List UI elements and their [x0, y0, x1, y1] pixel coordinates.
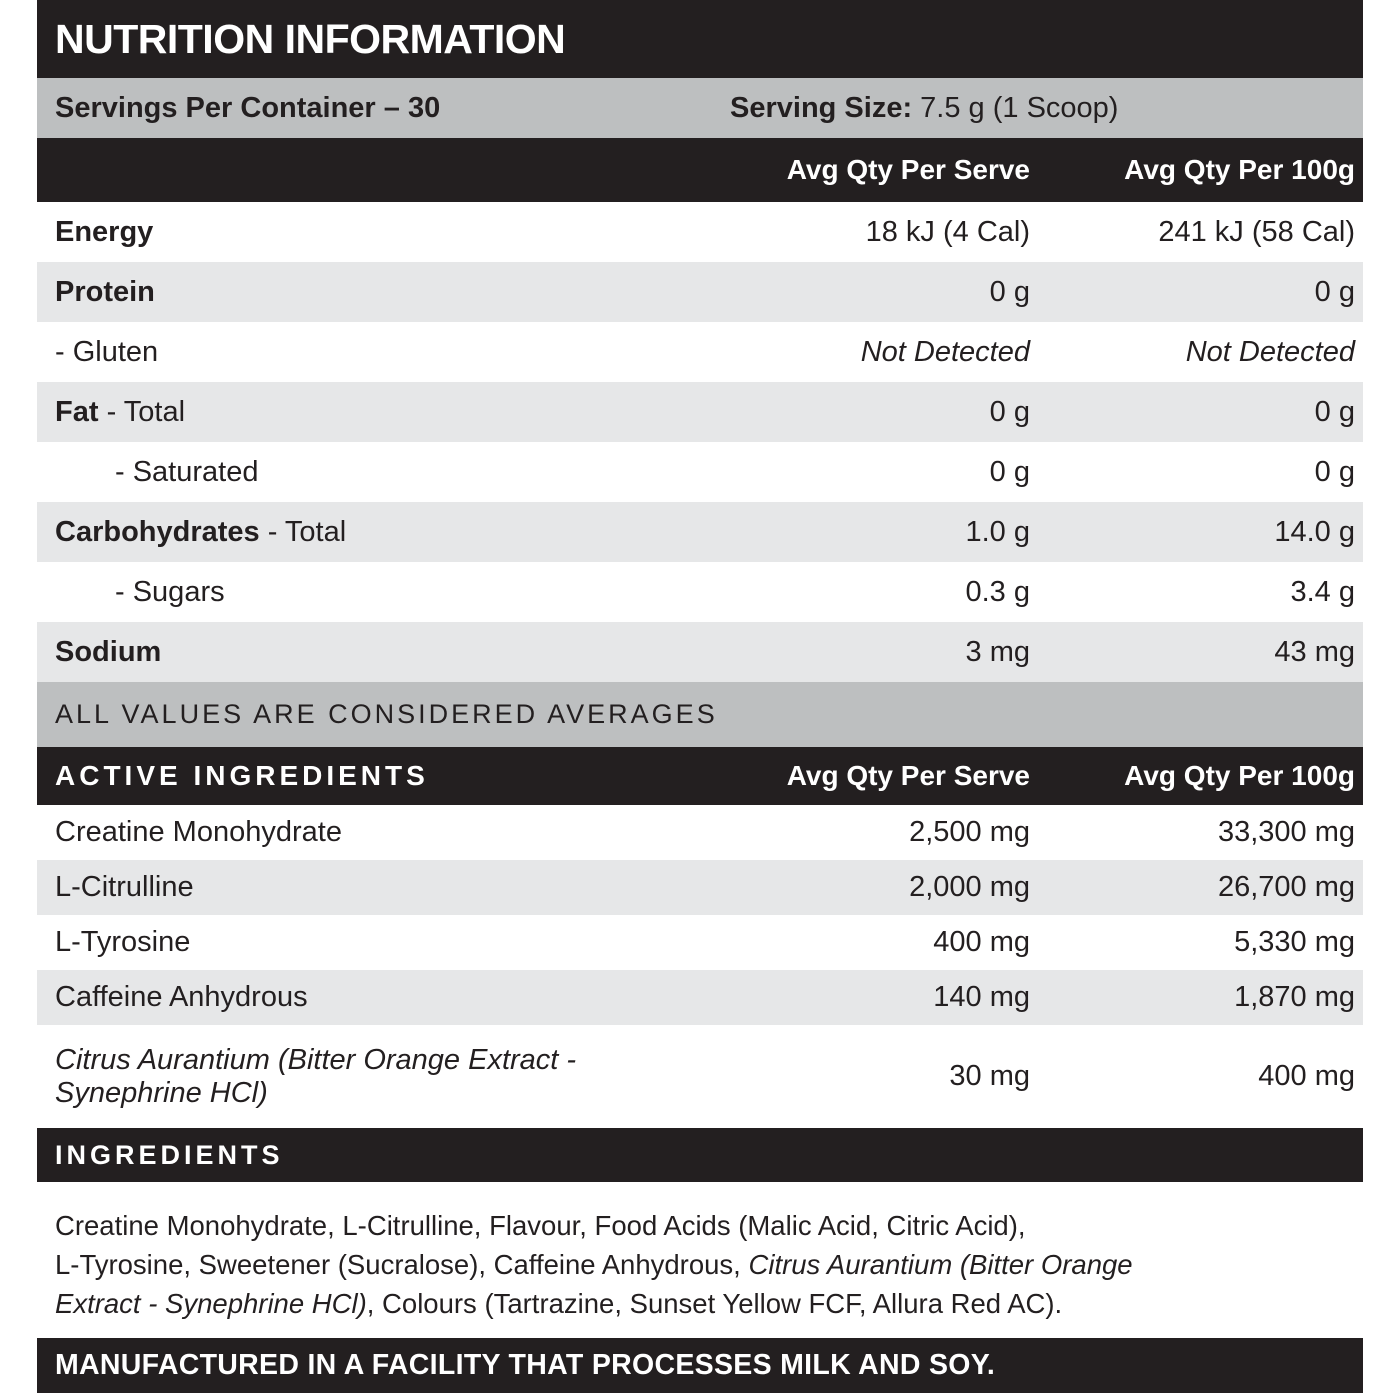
- active-row-creatine: Creatine Monohydrate 2,500 mg 33,300 mg: [37, 805, 1363, 860]
- row-value-serve: 0 g: [989, 455, 1030, 488]
- table-row-energy: Energy 18 kJ (4 Cal) 241 kJ (58 Cal): [37, 202, 1363, 262]
- row-label: Protein: [55, 275, 155, 308]
- row-value-100g: Not Detected: [1185, 335, 1355, 368]
- serving-size: Serving Size: 7.5 g (1 Scoop): [730, 92, 1118, 125]
- allergen-footer-bar: MANUFACTURED IN A FACILITY THAT PROCESSE…: [37, 1338, 1363, 1393]
- ingredients-title: INGREDIENTS: [55, 1139, 284, 1170]
- serving-size-label: Serving Size:: [730, 91, 913, 124]
- active-row-caffeine: Caffeine Anhydrous 140 mg 1,870 mg: [37, 970, 1363, 1025]
- row-value-serve: 0.3 g: [965, 575, 1031, 608]
- row-value-100g: 43 mg: [1274, 635, 1355, 668]
- row-value-100g: 0 g: [1314, 275, 1355, 308]
- row-label-suffix: - Total: [106, 395, 186, 428]
- row-value-serve: 0 g: [989, 275, 1030, 308]
- row-value-100g: 3.4 g: [1290, 575, 1356, 608]
- row-label-suffix: - Total: [267, 515, 347, 548]
- page-title: NUTRITION INFORMATION: [55, 15, 566, 62]
- row-value-100g: 241 kJ (58 Cal): [1158, 215, 1355, 248]
- column-header-serve: Avg Qty Per Serve: [786, 154, 1030, 185]
- allergen-statement: MANUFACTURED IN A FACILITY THAT PROCESSE…: [55, 1349, 996, 1381]
- active-value-100g: 33,300 mg: [1217, 816, 1355, 848]
- row-value-serve: 18 kJ (4 Cal): [865, 215, 1030, 248]
- table-row-saturated: - Saturated 0 g 0 g: [37, 442, 1363, 502]
- active-value-serve: 2,000 mg: [909, 871, 1030, 903]
- active-value-100g: 5,330 mg: [1234, 926, 1355, 958]
- nutrition-label: NUTRITION INFORMATION Servings Per Conta…: [37, 0, 1363, 1393]
- active-value-serve: 400 mg: [933, 926, 1030, 958]
- column-header-bar: Avg Qty Per Serve Avg Qty Per 100g: [37, 138, 1363, 202]
- servings-per-container: Servings Per Container – 30: [55, 91, 441, 124]
- active-value-serve: 30 mg: [949, 1060, 1030, 1092]
- ingredients-text: Creatine Monohydrate, L-Citrulline, Flav…: [55, 1210, 1026, 1241]
- averages-note-bar: ALL VALUES ARE CONSIDERED AVERAGES: [37, 682, 1363, 747]
- active-value-100g: 26,700 mg: [1217, 871, 1355, 903]
- active-name: L-Citrulline: [55, 871, 194, 903]
- row-value-100g: 0 g: [1314, 395, 1355, 428]
- active-row-citrus-aurantium: Citrus Aurantium (Bitter Orange Extract …: [37, 1025, 1363, 1128]
- active-value-100g: 1,870 mg: [1234, 981, 1355, 1013]
- row-value-100g: 14.0 g: [1274, 515, 1355, 548]
- active-value-serve: 140 mg: [933, 981, 1030, 1013]
- row-label: Carbohydrates: [55, 515, 260, 548]
- table-row-sugars: - Sugars 0.3 g 3.4 g: [37, 562, 1363, 622]
- active-value-100g: 400 mg: [1258, 1060, 1355, 1092]
- table-row-gluten: - Gluten Not Detected Not Detected: [37, 322, 1363, 382]
- active-row-tyrosine: L-Tyrosine 400 mg 5,330 mg: [37, 915, 1363, 970]
- active-ingredients-title: ACTIVE INGREDIENTS: [55, 760, 429, 791]
- row-value-serve: Not Detected: [860, 335, 1030, 368]
- active-name: Citrus Aurantium (Bitter Orange Extract …: [55, 1043, 577, 1109]
- active-value-serve: 2,500 mg: [909, 816, 1030, 848]
- row-value-serve: 0 g: [989, 395, 1030, 428]
- row-value-100g: 0 g: [1314, 455, 1355, 488]
- table-row-protein: Protein 0 g 0 g: [37, 262, 1363, 322]
- row-label: - Saturated: [115, 455, 259, 488]
- averages-note: ALL VALUES ARE CONSIDERED AVERAGES: [55, 699, 718, 729]
- active-name: Caffeine Anhydrous: [55, 981, 308, 1013]
- active-column-100g: Avg Qty Per 100g: [1124, 760, 1355, 791]
- row-label: - Sugars: [115, 575, 225, 608]
- active-name: L-Tyrosine: [55, 926, 191, 958]
- column-header-100g: Avg Qty Per 100g: [1124, 154, 1355, 185]
- active-row-citrulline: L-Citrulline 2,000 mg 26,700 mg: [37, 860, 1363, 915]
- row-label: - Gluten: [55, 335, 159, 368]
- active-ingredients-header-bar: ACTIVE INGREDIENTS Avg Qty Per Serve Avg…: [37, 747, 1363, 805]
- row-label: Sodium: [55, 635, 162, 668]
- ingredients-header-bar: INGREDIENTS: [37, 1128, 1363, 1182]
- table-row-sodium: Sodium 3 mg 43 mg: [37, 622, 1363, 682]
- row-value-serve: 1.0 g: [965, 515, 1031, 548]
- servings-bar: Servings Per Container – 30 Serving Size…: [37, 78, 1363, 138]
- ingredients-paragraph: Creatine Monohydrate, L-Citrulline, Flav…: [55, 1210, 1133, 1319]
- active-column-serve: Avg Qty Per Serve: [786, 760, 1030, 791]
- active-name: Creatine Monohydrate: [55, 816, 342, 848]
- row-label: Fat: [55, 395, 99, 428]
- table-row-fat: Fat - Total 0 g 0 g: [37, 382, 1363, 442]
- row-value-serve: 3 mg: [965, 635, 1030, 668]
- serving-size-value: 7.5 g (1 Scoop): [912, 91, 1119, 124]
- row-label: Energy: [55, 215, 154, 248]
- table-row-carbohydrates: Carbohydrates - Total 1.0 g 14.0 g: [37, 502, 1363, 562]
- title-bar: NUTRITION INFORMATION: [37, 0, 1363, 78]
